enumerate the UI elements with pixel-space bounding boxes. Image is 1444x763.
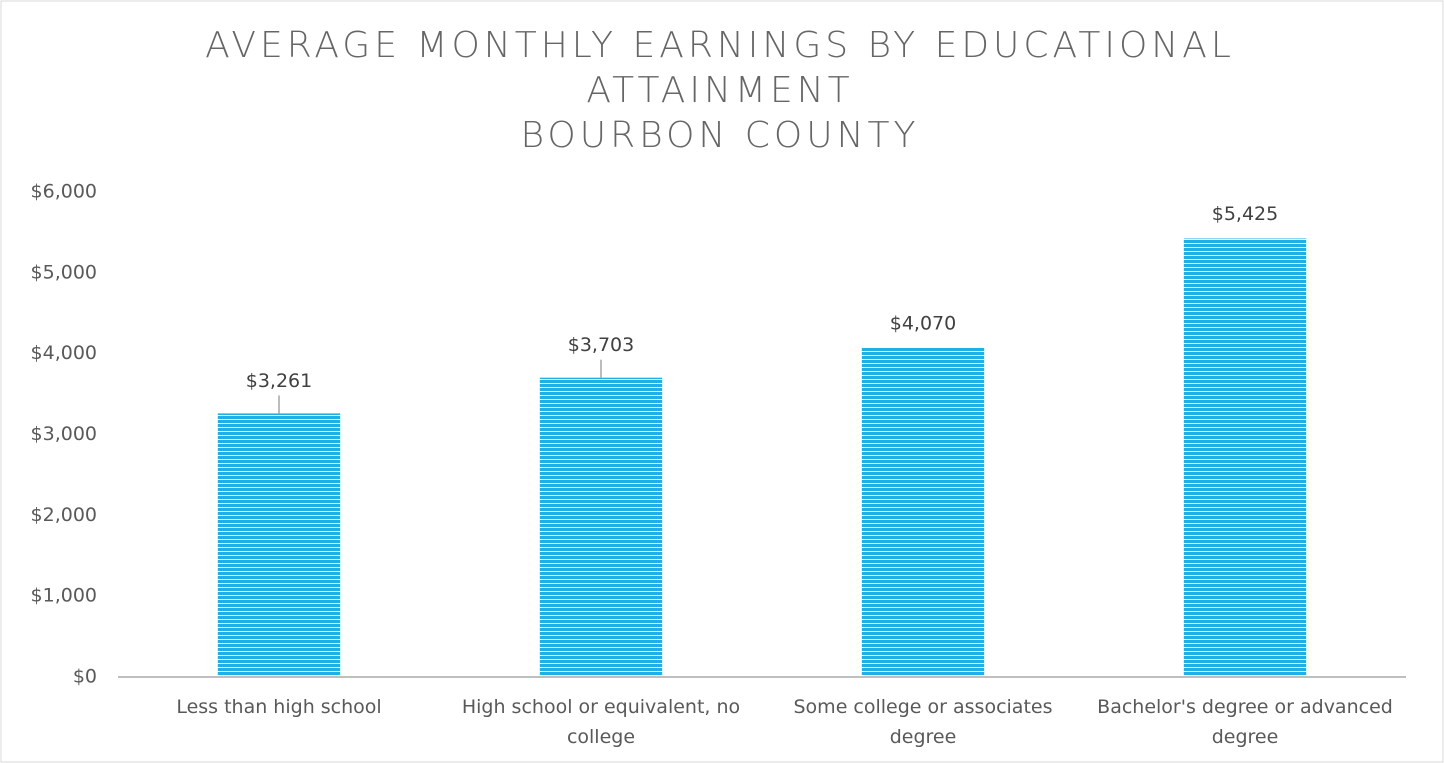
chart-title: ATTAINMENT <box>586 70 853 111</box>
y-tick-label: $3,000 <box>31 423 97 445</box>
bar <box>217 413 341 677</box>
data-label: $4,070 <box>890 313 956 335</box>
x-tick-label: Some college or associates degree <box>793 696 1053 748</box>
bar <box>861 348 985 677</box>
data-label: $5,425 <box>1212 203 1278 225</box>
chart-title: BOURBON COUNTY <box>520 115 919 156</box>
y-tick-label: $1,000 <box>31 585 97 607</box>
x-tick-label: High school or equivalent, no college <box>461 696 741 748</box>
y-tick-label: $6,000 <box>31 181 97 203</box>
chart-title: AVERAGE MONTHLY EARNINGS BY EDUCATIONAL <box>205 25 1235 66</box>
data-label: $3,703 <box>568 334 634 356</box>
x-tick-label: Less than high school <box>176 696 382 718</box>
bar <box>539 377 663 677</box>
y-tick-label: $5,000 <box>31 261 97 283</box>
data-label: $3,261 <box>246 370 312 392</box>
bar <box>1183 238 1307 677</box>
y-tick-label: $2,000 <box>31 504 97 526</box>
x-tick-label: Bachelor's degree or advanced degree <box>1097 696 1393 748</box>
y-tick-label: $4,000 <box>31 342 97 364</box>
y-tick-label: $0 <box>73 666 97 688</box>
